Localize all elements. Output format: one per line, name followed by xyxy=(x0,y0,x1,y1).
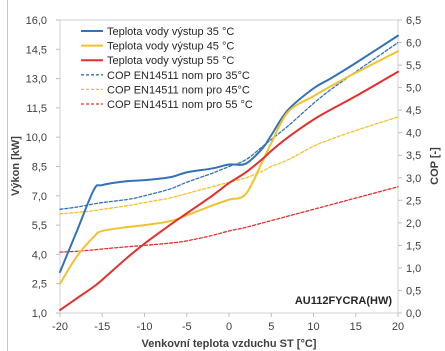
x-tick-label: -20 xyxy=(52,321,68,333)
y-axis-title: Výkon [kW] xyxy=(10,136,22,196)
x-tick-label: -10 xyxy=(137,321,153,333)
legend-label: COP EN14511 nom pro 35°C xyxy=(107,70,250,82)
x-tick-label: 10 xyxy=(307,321,319,333)
x-tick-label: 20 xyxy=(392,321,404,333)
y2-tick-label: 5,0 xyxy=(406,83,421,95)
cop-series-line-5 xyxy=(59,116,399,215)
y2-tick-label: 0,0 xyxy=(406,308,421,320)
y2-tick-label: 0,5 xyxy=(406,285,421,297)
legend-item: Teplota vody výstup 35 °C xyxy=(81,26,234,38)
y2-tick-label: 2,5 xyxy=(406,195,421,207)
y2-tick-label: 5,5 xyxy=(406,60,421,72)
y-tick-label: 4,0 xyxy=(32,249,47,261)
y2-tick-label: 3,0 xyxy=(406,173,421,185)
power-series-line-3 xyxy=(59,70,399,312)
legend-label: Teplota vody výstup 45 °C xyxy=(107,41,234,53)
y-tick-label: 2,5 xyxy=(32,279,47,291)
y2-axis-title: COP [-] xyxy=(429,147,441,185)
axes-layer: 1,0 2,5 4,0 5,5 7,0 8,5 10,0 11,5 13,0 14,5 16,0 0,… xyxy=(26,15,422,333)
x-tick-label: -5 xyxy=(182,321,192,333)
series-layer xyxy=(59,34,399,312)
legend-item: COP EN14511 nom pro 55 °C xyxy=(81,99,253,111)
legend-item: Teplota vody výstup 45 °C xyxy=(81,41,234,53)
x-tick-label: 5 xyxy=(268,321,274,333)
y-tick-label: 16,0 xyxy=(26,15,47,27)
y-tick-label: 11,5 xyxy=(26,103,47,115)
legend: Teplota vody výstup 35 °C Teplota vody vý… xyxy=(81,26,253,111)
x-tick-label: 0 xyxy=(226,321,232,333)
y2-tick-label: 6,5 xyxy=(406,15,421,27)
power-series-line-2 xyxy=(59,50,399,285)
legend-item: COP EN14511 nom pro 45°C xyxy=(81,84,250,96)
model-annotation: AU112FYCRA(HW) xyxy=(295,295,393,307)
y2-tick-label: 4,5 xyxy=(406,105,421,117)
y-tick-label: 5,5 xyxy=(32,220,47,232)
y2-tick-label: 6,0 xyxy=(406,38,421,50)
y-tick-label: 13,0 xyxy=(26,74,47,86)
legend-label: Teplota vody výstup 35 °C xyxy=(107,26,234,38)
cop-series-line-4 xyxy=(59,41,399,210)
y2-tick-label: 1,0 xyxy=(406,263,421,275)
power-series-line-1 xyxy=(59,34,399,273)
x-tick-label: -15 xyxy=(94,321,110,333)
x-axis-title: Venkovní teplota vzduchu ST [°C] xyxy=(142,338,317,350)
cop-series-line-6 xyxy=(59,186,399,253)
legend-label: COP EN14511 nom pro 55 °C xyxy=(107,99,253,111)
y-tick-label: 8,5 xyxy=(32,162,47,174)
legend-item: COP EN14511 nom pro 35°C xyxy=(81,70,250,82)
y2-tick-label: 3,5 xyxy=(406,150,421,162)
y-tick-label: 10,0 xyxy=(26,132,47,144)
y-tick-label: 14,5 xyxy=(26,44,47,56)
y-tick-label: 1,0 xyxy=(32,308,47,320)
y2-tick-label: 2,0 xyxy=(406,218,421,230)
y2-tick-label: 1,5 xyxy=(406,240,421,252)
y-tick-label: 7,0 xyxy=(32,191,47,203)
x-tick-label: 15 xyxy=(350,321,362,333)
y2-tick-label: 4,0 xyxy=(406,128,421,140)
legend-item: Teplota vody výstup 55 °C xyxy=(81,55,234,67)
legend-label: Teplota vody výstup 55 °C xyxy=(107,55,234,67)
legend-label: COP EN14511 nom pro 45°C xyxy=(107,84,250,96)
